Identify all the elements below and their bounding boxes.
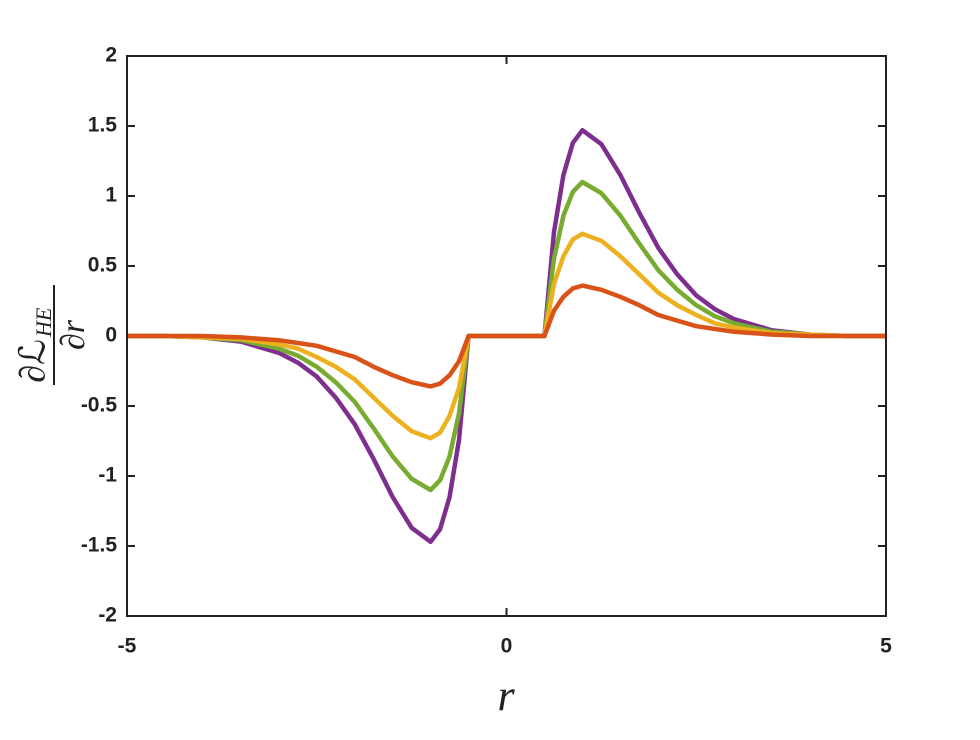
- x-tick-label: 5: [880, 635, 892, 658]
- y-tick-label: 1: [105, 184, 117, 207]
- y-tick-label: -1.5: [81, 534, 118, 557]
- series-line: [127, 283, 886, 389]
- y-tick-label: 1.5: [88, 114, 118, 137]
- x-tick-label: -5: [118, 635, 137, 658]
- y-tick-label: 0: [105, 324, 117, 347]
- y-tick-label: -0.5: [81, 394, 118, 417]
- y-tick-label: 2: [105, 44, 117, 67]
- plot-frame: [126, 55, 887, 617]
- y-axis-label: ∂ℒ HE ∂r: [12, 285, 92, 385]
- y-tick-label: 0.5: [88, 254, 118, 277]
- x-tick-label: 0: [501, 635, 513, 658]
- y-label-denominator: ∂r: [55, 319, 92, 350]
- y-label-numerator: ∂ℒ: [12, 339, 52, 383]
- y-tick-label: -1: [98, 464, 117, 487]
- y-label-subscript: HE: [31, 307, 56, 338]
- y-tick-label: -2: [98, 604, 117, 627]
- x-axis-label: r: [497, 671, 515, 720]
